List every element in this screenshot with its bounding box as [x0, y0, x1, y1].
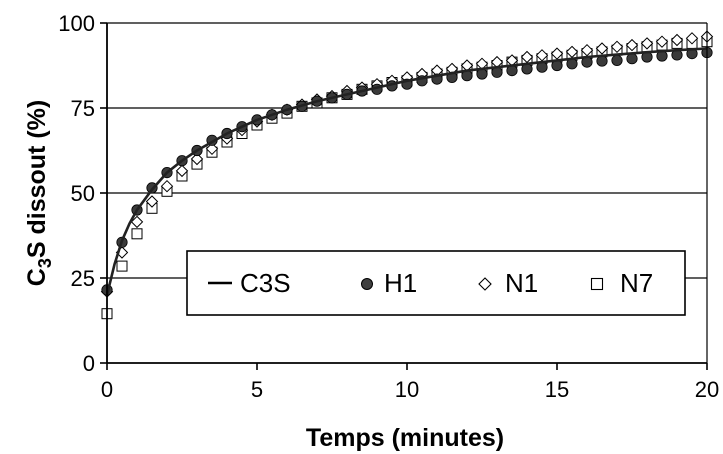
axes: [100, 22, 708, 370]
legend-open-square-icon: [590, 277, 604, 291]
x-tick-label: 0: [101, 377, 113, 402]
legend-entry-h1: H1: [361, 268, 417, 298]
legend-open-diamond-icon: [478, 277, 492, 291]
point-n1: [685, 32, 699, 45]
point-n1: [145, 195, 159, 208]
y-tick-label: 0: [83, 351, 95, 376]
legend: C3S H1 N1 N7: [186, 250, 686, 316]
point-n1: [205, 142, 219, 156]
legend-entry-c3s: C3S: [208, 268, 291, 298]
legend-entry-n7: N7: [590, 268, 653, 298]
point-n7: [116, 260, 128, 272]
legend-filled-circle-icon: [361, 278, 373, 290]
point-n1: [640, 37, 654, 50]
y-axis-title-post: S dissout (%): [23, 100, 51, 258]
y-axis-title-subscript: 3: [35, 258, 55, 268]
x-tick-label: 15: [545, 377, 569, 402]
point-h1: [626, 53, 638, 65]
legend-entry-n1: N1: [478, 268, 538, 298]
y-tick-label: 75: [71, 96, 95, 121]
point-n1: [190, 152, 204, 166]
series-c3s: [105, 47, 708, 296]
point-n1: [655, 35, 669, 48]
point-h1: [596, 55, 608, 67]
y-tick-label: 50: [71, 181, 95, 206]
point-n1: [130, 215, 144, 229]
y-axis-title-pre: C: [23, 268, 51, 286]
legend-label-h1: H1: [384, 268, 417, 298]
x-axis-title: Temps (minutes): [306, 424, 504, 452]
point-h1: [611, 54, 623, 67]
point-n1: [175, 164, 189, 178]
y-axis-title: C3S dissout (%): [23, 100, 55, 286]
legend-label-n7: N7: [620, 268, 653, 298]
point-n1: [625, 38, 639, 52]
x-tick-label: 10: [395, 377, 419, 402]
point-n1: [670, 33, 684, 47]
x-tick-label: 20: [695, 377, 719, 402]
y-tick-label: 25: [71, 266, 95, 291]
legend-label-n1: N1: [505, 268, 538, 298]
point-n1: [595, 42, 609, 55]
y-tick-label: 100: [58, 11, 95, 36]
legend-label-c3s: C3S: [240, 268, 291, 298]
series-line-c3s: [105, 47, 708, 296]
point-n7: [131, 228, 143, 240]
point-n1: [160, 179, 174, 193]
point-n1: [610, 40, 624, 54]
tick-labels: 0 25 50 75 100 0 5 10 15 20: [58, 11, 719, 402]
x-tick-label: 5: [251, 377, 263, 402]
